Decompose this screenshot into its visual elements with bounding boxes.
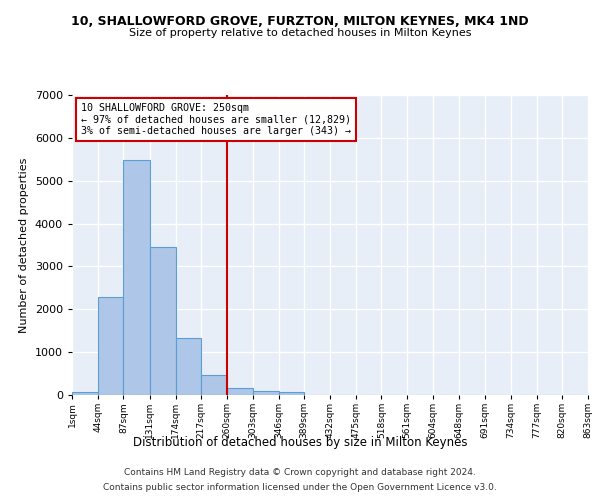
Bar [150, 247, 176, 395]
Bar [72, 392, 98, 395]
Text: Contains HM Land Registry data © Crown copyright and database right 2024.: Contains HM Land Registry data © Crown c… [124, 468, 476, 477]
Bar [201, 375, 227, 395]
Bar [278, 392, 304, 395]
Text: 10, SHALLOWFORD GROVE, FURZTON, MILTON KEYNES, MK4 1ND: 10, SHALLOWFORD GROVE, FURZTON, MILTON K… [71, 15, 529, 28]
Text: Contains public sector information licensed under the Open Government Licence v3: Contains public sector information licen… [103, 483, 497, 492]
Text: Distribution of detached houses by size in Milton Keynes: Distribution of detached houses by size … [133, 436, 467, 449]
Bar [227, 388, 253, 395]
Bar [98, 298, 124, 395]
Bar [176, 338, 201, 395]
Text: 10 SHALLOWFORD GROVE: 250sqm
← 97% of detached houses are smaller (12,829)
3% of: 10 SHALLOWFORD GROVE: 250sqm ← 97% of de… [81, 102, 351, 136]
Y-axis label: Number of detached properties: Number of detached properties [19, 158, 29, 332]
Text: Size of property relative to detached houses in Milton Keynes: Size of property relative to detached ho… [129, 28, 471, 38]
Bar [124, 160, 150, 395]
Bar [253, 390, 278, 395]
